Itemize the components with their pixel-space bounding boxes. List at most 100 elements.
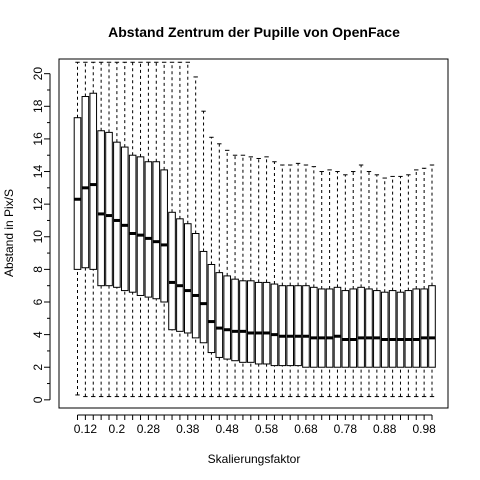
box-iqr — [97, 130, 105, 287]
box-0.96 — [412, 169, 421, 398]
y-tick-label: 4 — [31, 331, 45, 338]
box-0.92 — [396, 175, 405, 398]
box-iqr — [191, 233, 200, 339]
box-iqr — [144, 161, 153, 298]
box-0.16 — [97, 61, 105, 398]
y-tick-label: 16 — [31, 132, 45, 146]
box-iqr — [380, 291, 389, 368]
box-iqr — [89, 92, 98, 270]
box-0.3 — [152, 61, 161, 398]
box-iqr — [396, 291, 405, 368]
box-iqr — [365, 288, 373, 368]
box-iqr — [207, 263, 216, 354]
box-iqr — [325, 288, 334, 368]
box-0.54 — [247, 156, 255, 398]
box-0.52 — [239, 154, 247, 398]
box-0.68 — [302, 164, 310, 398]
x-axis-label: Skalierungsfaktor — [208, 452, 301, 466]
box-0.5 — [231, 154, 239, 398]
box-iqr — [247, 280, 255, 363]
box-0.66 — [294, 162, 302, 398]
box-iqr — [404, 290, 413, 368]
box-iqr — [302, 285, 310, 368]
box-0.62 — [278, 164, 287, 398]
box-0.38 — [183, 61, 192, 398]
box-0.2 — [113, 61, 121, 398]
box-iqr — [388, 290, 397, 368]
box-0.48 — [223, 149, 231, 398]
box-0.24 — [128, 61, 137, 398]
box-0.88 — [380, 177, 389, 398]
box-iqr — [317, 288, 326, 368]
y-axis: 0 2 4 6 8 10 12 14 16 18 20 — [31, 67, 51, 403]
box-iqr — [428, 285, 436, 368]
box-iqr — [286, 285, 294, 367]
box-0.56 — [254, 157, 263, 398]
x-tick-label: 0.38 — [176, 422, 200, 436]
box-iqr — [105, 131, 113, 287]
box-iqr — [262, 281, 271, 365]
box-0.72 — [317, 171, 326, 398]
x-tick-label: 0.48 — [215, 422, 239, 436]
box-0.7 — [310, 166, 318, 398]
box-0.26 — [136, 61, 145, 398]
box-0.84 — [365, 171, 373, 398]
plot-frame — [58, 58, 449, 409]
box-iqr — [373, 290, 381, 368]
box-0.44 — [207, 136, 216, 398]
box-0.94 — [404, 174, 413, 398]
y-tick-label: 14 — [31, 165, 45, 179]
x-tick-label: 0.78 — [334, 422, 358, 436]
boxes-group — [73, 61, 436, 398]
box-iqr — [176, 218, 184, 332]
y-tick-label: 6 — [31, 298, 45, 305]
y-tick-label: 12 — [31, 197, 45, 211]
box-1 — [428, 164, 436, 398]
box-iqr — [113, 141, 121, 288]
x-tick-label: 0.88 — [373, 422, 397, 436]
box-iqr — [231, 278, 239, 362]
box-iqr — [120, 146, 129, 292]
y-tick-label: 18 — [31, 99, 45, 113]
x-axis: 0.12 0.2 0.28 0.38 0.48 0.58 0.68 0.78 0.88 0.98 — [74, 414, 436, 436]
box-0.8 — [349, 171, 358, 398]
box-iqr — [333, 286, 342, 368]
box-0.58 — [262, 156, 271, 398]
box-0.6 — [270, 161, 279, 398]
box-iqr — [420, 288, 428, 368]
box-iqr — [183, 223, 192, 334]
box-0.32 — [160, 61, 168, 398]
y-tick-label: 0 — [31, 396, 45, 403]
box-0.12 — [81, 61, 90, 398]
box-0.86 — [373, 174, 381, 398]
x-tick-label: 0.12 — [74, 422, 98, 436]
box-iqr — [168, 211, 176, 331]
box-iqr — [215, 272, 224, 358]
box-0.9 — [388, 175, 397, 398]
box-iqr — [310, 286, 318, 368]
box-iqr — [278, 285, 287, 367]
box-0.28 — [144, 61, 153, 398]
y-tick-label: 20 — [31, 67, 45, 81]
y-axis-label: Abstand in Pix/S — [2, 189, 16, 277]
box-iqr — [160, 169, 168, 303]
y-tick-label: 2 — [31, 364, 45, 371]
x-tick-label: 0.58 — [255, 422, 279, 436]
box-0.46 — [215, 143, 224, 398]
x-tick-label: 0.68 — [294, 422, 318, 436]
chart-title: Abstand Zentrum der Pupille von OpenFace — [108, 24, 400, 40]
box-0.98 — [420, 167, 428, 398]
box-0.78 — [341, 174, 350, 398]
box-iqr — [270, 283, 279, 367]
box-0.76 — [333, 171, 342, 398]
x-tick-label: 0.28 — [137, 422, 161, 436]
box-iqr — [254, 281, 263, 365]
box-iqr — [128, 154, 137, 293]
box-0.1 — [73, 61, 82, 396]
box-iqr — [152, 161, 161, 300]
y-tick-label: 10 — [31, 230, 45, 244]
box-iqr — [136, 156, 145, 296]
box-0.14 — [89, 61, 98, 398]
box-iqr — [341, 290, 350, 368]
box-0.18 — [105, 61, 113, 398]
